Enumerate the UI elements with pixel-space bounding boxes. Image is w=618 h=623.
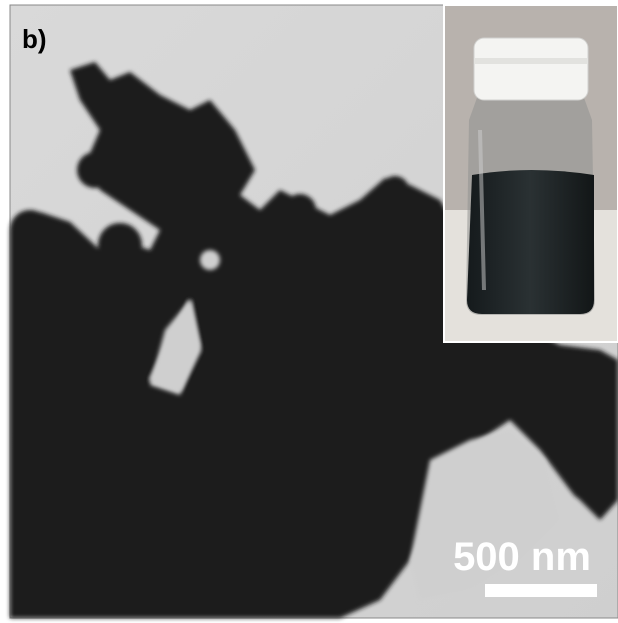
inset-photo xyxy=(443,4,618,343)
scale-bar-label: 500 nm xyxy=(453,535,591,579)
scale-bar xyxy=(485,584,597,597)
background-gaps xyxy=(150,250,560,600)
panel-label: b) xyxy=(22,24,47,54)
